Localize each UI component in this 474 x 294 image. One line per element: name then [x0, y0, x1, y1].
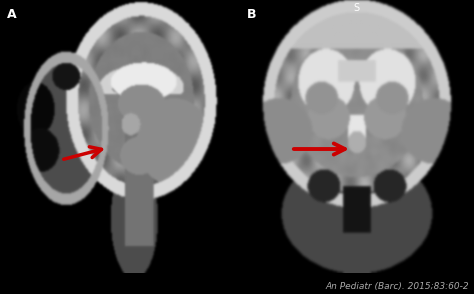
Text: B: B [246, 8, 256, 21]
Text: A: A [7, 8, 17, 21]
Text: An Pediatr (Barc). 2015;83:60-2: An Pediatr (Barc). 2015;83:60-2 [326, 282, 469, 291]
Text: S: S [354, 3, 360, 13]
